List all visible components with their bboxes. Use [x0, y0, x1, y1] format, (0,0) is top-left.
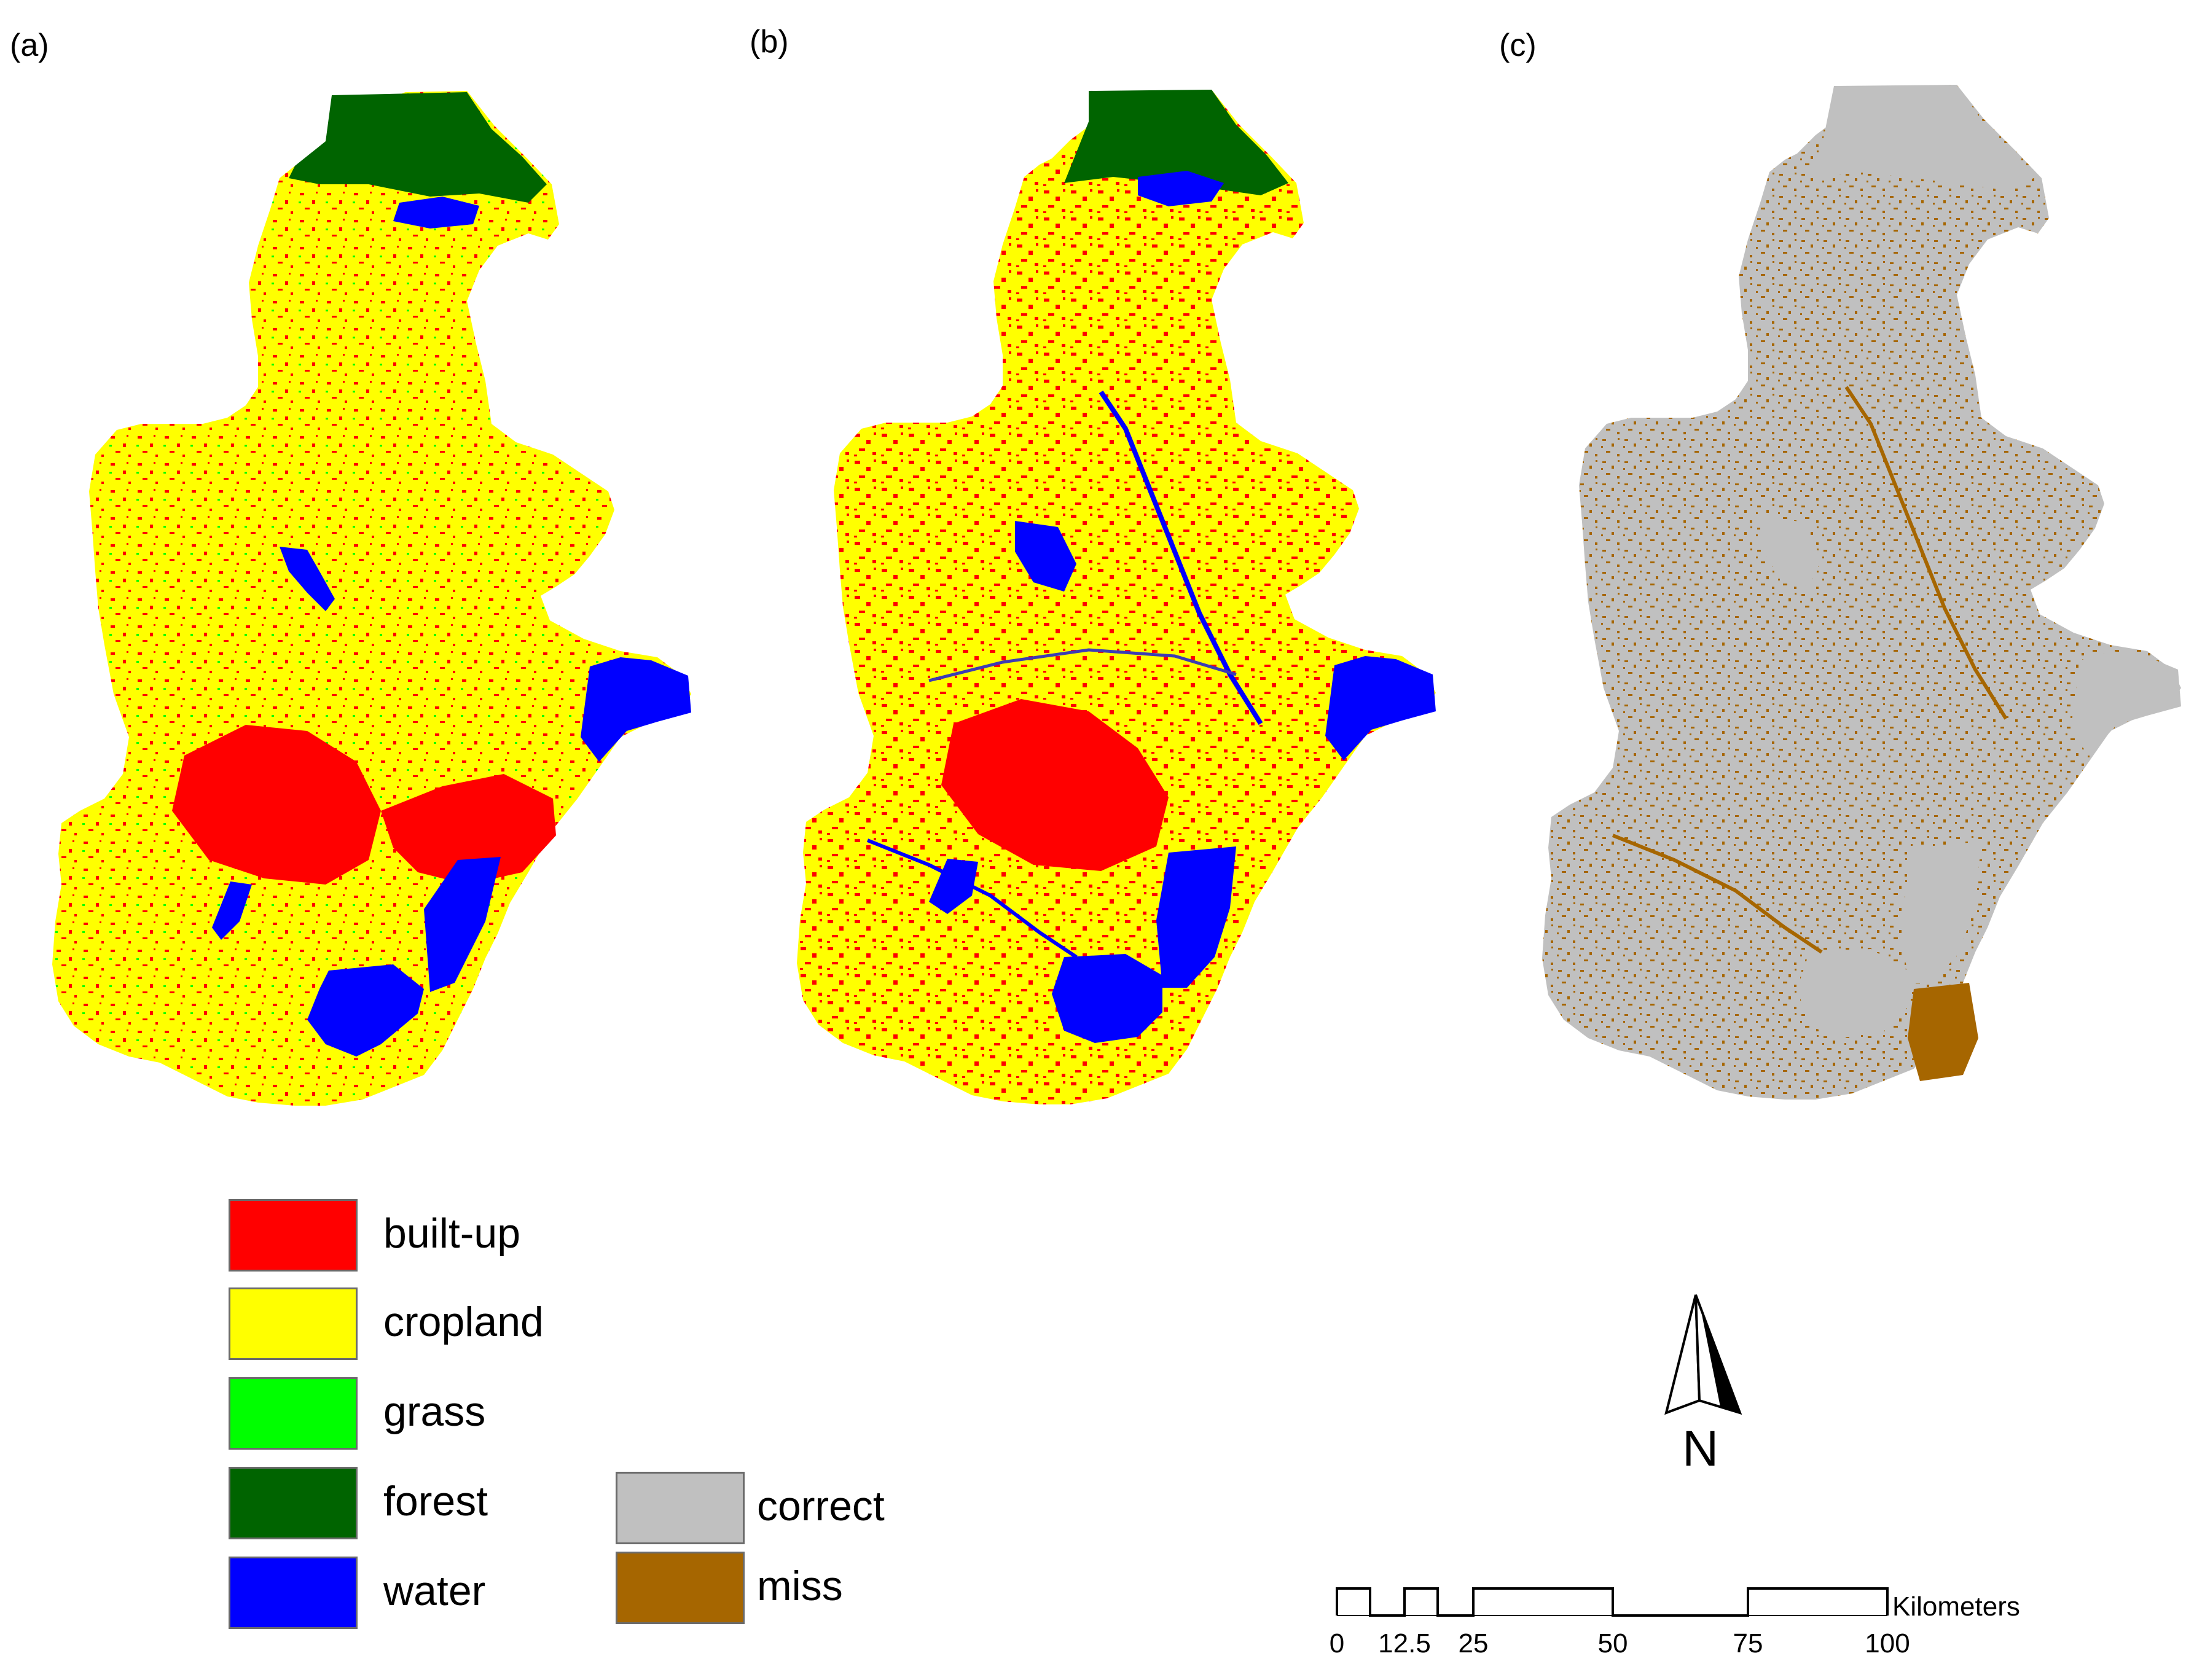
reservoir-north [393, 197, 479, 229]
scale-tick-0: 0 [1329, 1628, 1345, 1659]
legend-label-grass: grass [383, 1388, 486, 1435]
map-panel-a [52, 91, 691, 1106]
correct-area-south [1902, 842, 1981, 983]
river-canal-mid [928, 648, 1237, 682]
north-arrow-shadow [1699, 1302, 1740, 1413]
north-arrow-label: N [1682, 1421, 1719, 1477]
scale-tick-75: 75 [1733, 1628, 1763, 1659]
coastal-water-east [1325, 656, 1436, 760]
urban-coastal [381, 774, 556, 885]
miss-canal-west [1612, 834, 1823, 954]
north-arrow-left-half [1664, 1294, 1701, 1415]
urban-core [941, 699, 1169, 871]
river-canal-west [866, 838, 1078, 959]
urban-core [172, 725, 381, 885]
reservoir-north [1138, 171, 1224, 206]
legend-label-correct: correct [757, 1483, 885, 1530]
forest-patch [289, 92, 547, 203]
coastal-water-south [1156, 846, 1236, 988]
scale-tick-25: 25 [1458, 1628, 1489, 1659]
scale-bar [1336, 1587, 1889, 1617]
reservoir-west [929, 859, 978, 914]
scale-tick-12-5: 12.5 [1378, 1628, 1431, 1659]
legend-swatch-miss [616, 1552, 745, 1624]
reservoir-west [212, 881, 252, 940]
salt-pan [1052, 954, 1162, 1043]
correct-area-saltpan [1797, 949, 1908, 1038]
correct-area-east [2070, 651, 2181, 756]
legend-swatch-built-up [229, 1199, 358, 1272]
lake-middle [280, 547, 335, 611]
map-panel-b [797, 90, 1436, 1104]
lake-middle [1015, 521, 1076, 592]
legend-swatch-grass [229, 1377, 358, 1450]
panel-label-a: (a) [10, 28, 49, 63]
legend-label-cropland: cropland [383, 1299, 544, 1345]
scale-tick-50: 50 [1597, 1628, 1628, 1659]
legend-label-water: water [383, 1568, 486, 1614]
legend-label-miss: miss [757, 1563, 843, 1609]
panel-label-c: (c) [1499, 28, 1537, 63]
north-arrow [1664, 1294, 1742, 1415]
forest-patch [1064, 90, 1288, 195]
correct-area-lake [1760, 516, 1822, 587]
legend-label-forest: forest [383, 1478, 488, 1525]
panel-label-b: (b) [750, 24, 789, 60]
correct-area-north [1809, 85, 2034, 190]
scale-tick-100: 100 [1865, 1628, 1910, 1659]
salt-pan [307, 964, 424, 1057]
coastal-water-east [581, 657, 691, 762]
map-panel-c [1542, 85, 2181, 1100]
legend-swatch-cropland [229, 1287, 358, 1360]
coastal-water-south [424, 857, 501, 992]
river-canal [1099, 390, 1263, 725]
legend-label-built-up: built-up [383, 1210, 521, 1257]
miss-canal [1844, 386, 2008, 720]
legend-swatch-water [229, 1557, 358, 1629]
miss-area-port [1908, 983, 1978, 1081]
scale-bar-unit: Kilometers [1892, 1592, 2020, 1622]
legend-swatch-forest [229, 1467, 358, 1539]
legend-swatch-correct [616, 1472, 745, 1544]
